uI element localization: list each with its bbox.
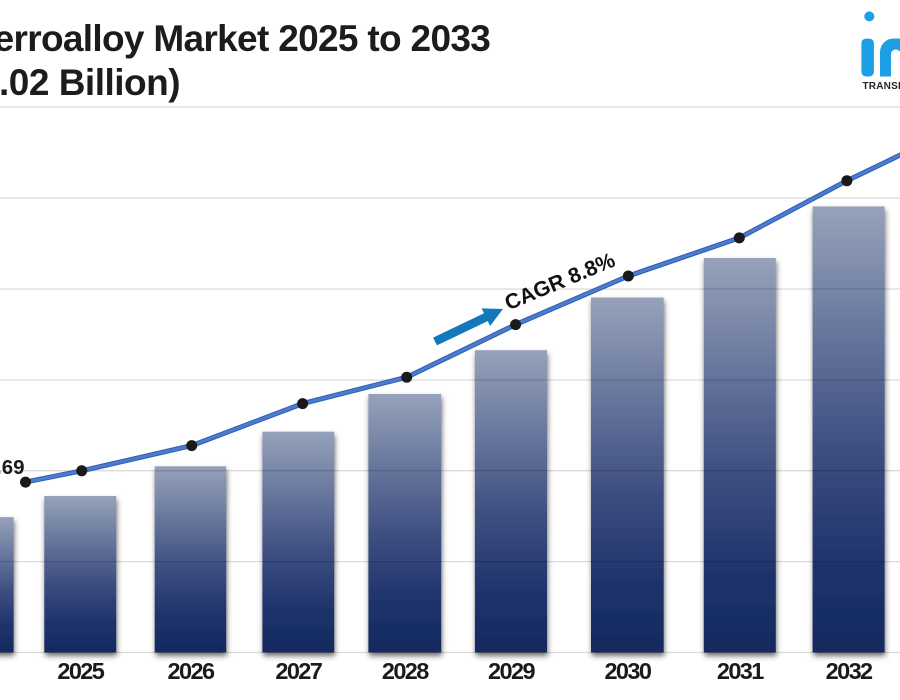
- svg-text:2026: 2026: [168, 658, 215, 684]
- svg-text:8.69: 8.69: [0, 456, 25, 479]
- svg-text:2028: 2028: [382, 658, 429, 684]
- svg-text:2025: 2025: [57, 658, 104, 684]
- svg-text:TRANSFO: TRANSFO: [863, 81, 900, 92]
- svg-text:2031: 2031: [717, 658, 764, 684]
- svg-text:2027: 2027: [275, 658, 322, 684]
- svg-text:2032: 2032: [826, 658, 873, 684]
- svg-text:2030: 2030: [604, 658, 651, 684]
- svg-text:2029: 2029: [488, 658, 535, 684]
